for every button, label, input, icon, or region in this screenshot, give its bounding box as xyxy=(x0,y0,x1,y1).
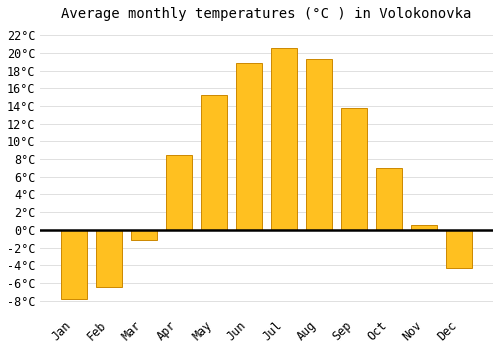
Bar xyxy=(376,168,402,230)
Bar xyxy=(306,59,332,230)
Bar xyxy=(61,230,87,299)
Bar xyxy=(201,95,228,230)
Bar xyxy=(236,63,262,230)
Bar xyxy=(271,48,297,230)
Bar xyxy=(446,230,472,268)
Bar xyxy=(131,230,157,240)
Bar xyxy=(96,230,122,287)
Bar xyxy=(166,155,192,230)
Bar xyxy=(411,224,438,230)
Bar xyxy=(341,108,367,230)
Title: Average monthly temperatures (°C ) in Volokonovka: Average monthly temperatures (°C ) in Vo… xyxy=(62,7,472,21)
